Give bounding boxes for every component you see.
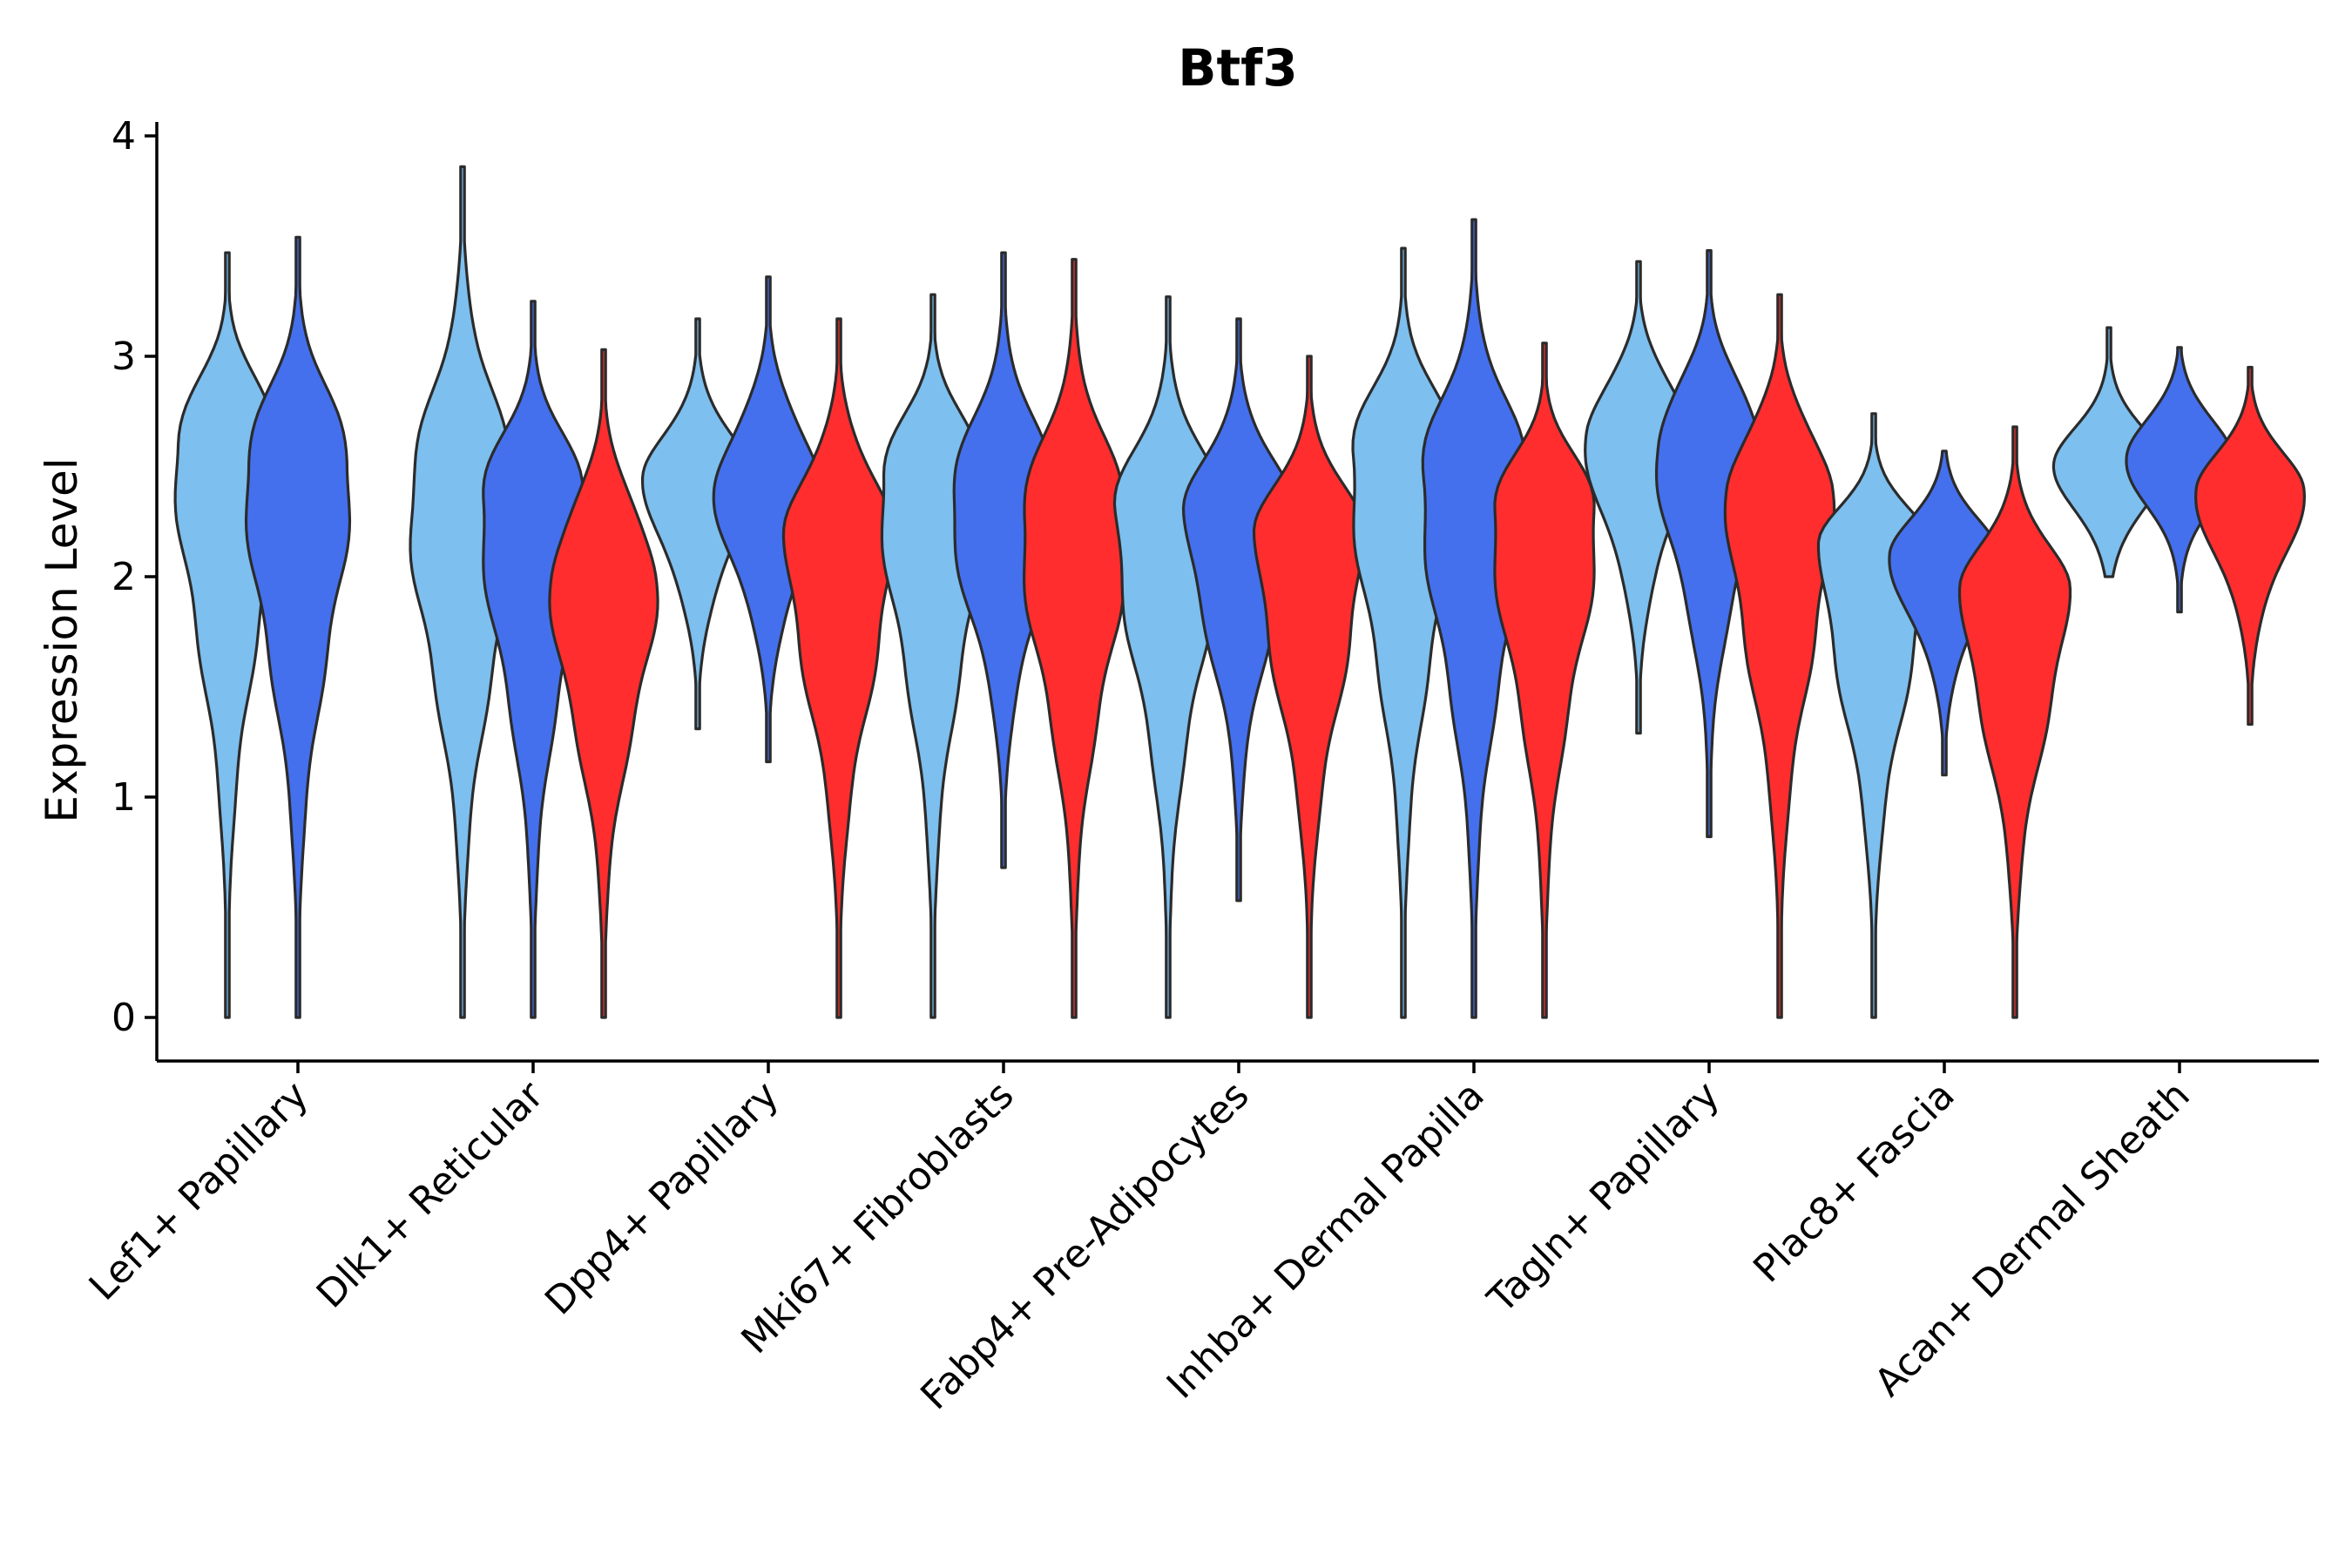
violin-tagln-papillary-group-1 (1655, 249, 1763, 839)
violin-fabp4-pre-adipocytes-group-1 (1181, 317, 1296, 902)
violin-mki67-fibroblasts-group-0 (880, 293, 986, 1019)
x-tick-label: Tagln+ Papillary (1479, 1073, 1728, 1322)
y-tick-label: 4 (112, 114, 136, 159)
violin-plac8-fascia-group-2 (1957, 425, 2072, 1019)
violin-acan-dermal-sheath-group-1 (2125, 346, 2234, 614)
violin-mki67-fibroblasts-group-2 (1023, 258, 1125, 1019)
y-tick-label: 2 (112, 555, 136, 599)
x-tick-label: Dpp4+ Papillary (537, 1073, 787, 1324)
violin-dpp4-papillary-group-1 (712, 275, 825, 764)
violin-dlk1-reticular-group-1 (482, 300, 585, 1019)
violin-tagln-papillary-group-0 (1584, 260, 1693, 735)
violin-plac8-fascia-group-1 (1888, 449, 2001, 777)
violin-dpp4-papillary-group-2 (781, 317, 896, 1019)
chart-title: Btf3 (1178, 38, 1298, 98)
violin-mki67-fibroblasts-group-1 (952, 251, 1055, 869)
violin-fabp4-pre-adipocytes-group-2 (1252, 355, 1367, 1019)
violin-layer (173, 165, 2306, 1019)
y-tick-label: 0 (112, 996, 136, 1040)
x-tick-label: Dlk1+ Reticular (308, 1072, 553, 1317)
x-tick-label: Plac8+ Fascia (1745, 1073, 1963, 1292)
violin-dpp4-papillary-group-0 (641, 317, 754, 731)
violin-dlk1-reticular-group-2 (548, 348, 659, 1019)
violin-fabp4-pre-adipocytes-group-0 (1112, 295, 1224, 1019)
y-axis-label: Expression Level (37, 457, 87, 822)
violin-inhba-dermal-papilla-group-2 (1493, 341, 1596, 1019)
violin-dlk1-reticular-group-0 (409, 165, 517, 1019)
violin-inhba-dermal-papilla-group-1 (1421, 218, 1527, 1019)
y-tick-label: 1 (112, 775, 136, 820)
violin-acan-dermal-sheath-group-2 (2194, 366, 2306, 727)
violin-inhba-dermal-papilla-group-0 (1351, 247, 1456, 1019)
violin-tagln-papillary-group-2 (1723, 293, 1836, 1019)
y-axis-ticks: 0 1 2 3 4 (112, 114, 157, 1040)
x-tick-label: Lef1+ Papillary (81, 1073, 317, 1309)
violin-lef1-papillary-group-1 (244, 235, 352, 1019)
violin-lef1-papillary-group-0 (173, 251, 281, 1019)
y-tick-label: 3 (112, 335, 136, 379)
